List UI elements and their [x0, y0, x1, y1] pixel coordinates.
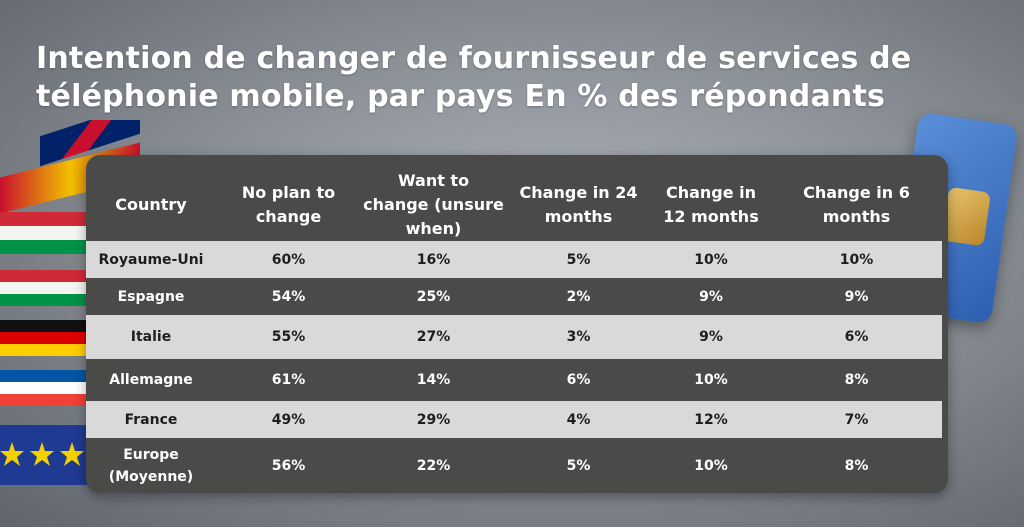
column-header: No plan to change: [241, 183, 336, 226]
country-cell: Allemagne: [86, 359, 216, 401]
country-cell: Italie: [86, 315, 216, 359]
value-cell: 56%: [216, 438, 361, 493]
value-cell: 3%: [506, 315, 651, 359]
value-cell: 10%: [651, 438, 771, 493]
table-panel: Country No plan to change Want to change…: [86, 155, 948, 493]
value-cell: 2%: [506, 278, 651, 315]
value-cell: 16%: [361, 241, 506, 278]
table-row: France 49% 29% 4% 12% 7%: [86, 401, 942, 438]
chart-title: Intention de changer de fournisseur de s…: [36, 41, 912, 114]
country-cell: Europe (Moyenne): [86, 438, 216, 493]
value-cell: 29%: [361, 401, 506, 438]
value-cell: 22%: [361, 438, 506, 493]
data-table: Country No plan to change Want to change…: [86, 169, 942, 493]
table-row: Europe (Moyenne) 56% 22% 5% 10% 8%: [86, 438, 942, 493]
value-cell: 4%: [506, 401, 651, 438]
value-cell: 49%: [216, 401, 361, 438]
value-cell: 60%: [216, 241, 361, 278]
value-cell: 55%: [216, 315, 361, 359]
value-cell: 10%: [771, 241, 942, 278]
value-cell: 8%: [771, 359, 942, 401]
value-cell: 6%: [771, 315, 942, 359]
value-cell: 10%: [651, 359, 771, 401]
table-row: Italie 55% 27% 3% 9% 6%: [86, 315, 942, 359]
value-cell: 8%: [771, 438, 942, 493]
value-cell: 14%: [361, 359, 506, 401]
column-header: Change in 24 months: [519, 183, 638, 226]
value-cell: 27%: [361, 315, 506, 359]
value-cell: 9%: [651, 315, 771, 359]
column-header: Country: [115, 195, 187, 214]
value-cell: 5%: [506, 438, 651, 493]
country-cell: France: [86, 401, 216, 438]
column-header: Change in 6 months: [803, 183, 910, 226]
value-cell: 25%: [361, 278, 506, 315]
sim-chip-icon: [941, 186, 991, 247]
column-header: Change in 12 months: [663, 183, 759, 226]
column-header: Want to change (unsure when): [363, 171, 504, 238]
value-cell: 9%: [771, 278, 942, 315]
table-row: Allemagne 61% 14% 6% 10% 8%: [86, 359, 942, 401]
value-cell: 12%: [651, 401, 771, 438]
table-row: Espagne 54% 25% 2% 9% 9%: [86, 278, 942, 315]
country-cell: Espagne: [86, 278, 216, 315]
table-header-row: Country No plan to change Want to change…: [86, 169, 942, 241]
table-row: Royaume-Uni 60% 16% 5% 10% 10%: [86, 241, 942, 278]
value-cell: 10%: [651, 241, 771, 278]
value-cell: 54%: [216, 278, 361, 315]
value-cell: 9%: [651, 278, 771, 315]
value-cell: 5%: [506, 241, 651, 278]
value-cell: 6%: [506, 359, 651, 401]
value-cell: 61%: [216, 359, 361, 401]
country-cell: Royaume-Uni: [86, 241, 216, 278]
value-cell: 7%: [771, 401, 942, 438]
stars-icon: [0, 442, 84, 466]
